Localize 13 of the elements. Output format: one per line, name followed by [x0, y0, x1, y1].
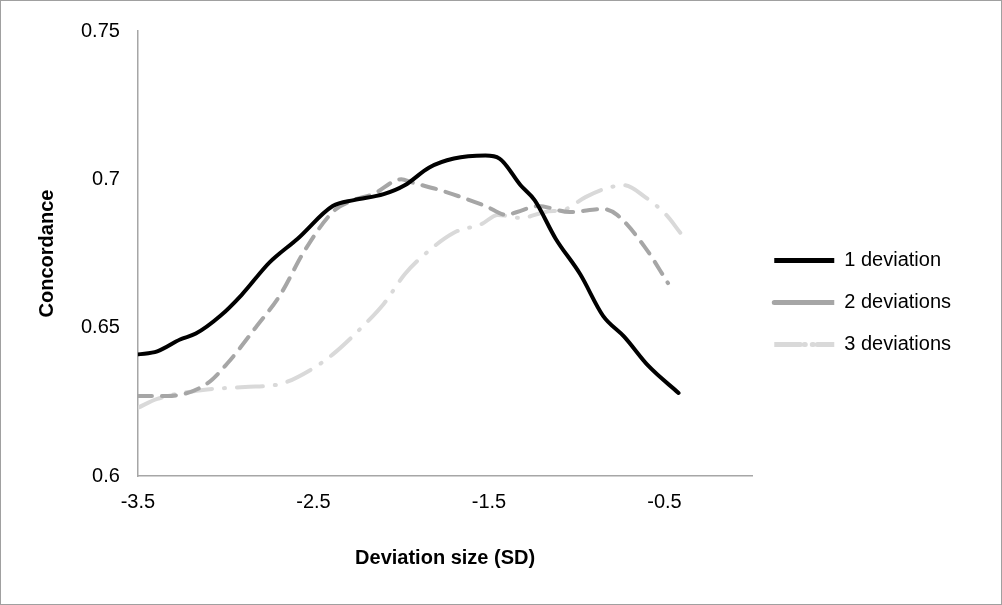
x-tick-label: -3.5: [120, 489, 156, 512]
legend-label: 3 deviations: [844, 332, 952, 355]
y-tick-label: 0.7: [92, 166, 120, 189]
x-tick-label: -0.5: [647, 489, 682, 512]
x-axis-title: Deviation size (SD): [355, 545, 536, 568]
y-axis-title: Concordance: [34, 189, 57, 318]
legend-label: 2 deviations: [844, 290, 952, 313]
legend-label: 1 deviation: [844, 248, 942, 271]
y-tick-label: 0.75: [80, 18, 120, 41]
x-tick-label: -2.5: [296, 489, 331, 512]
y-tick-label: 0.65: [80, 315, 120, 338]
x-tick-label: -1.5: [471, 489, 507, 512]
y-tick-label: 0.6: [92, 463, 120, 486]
